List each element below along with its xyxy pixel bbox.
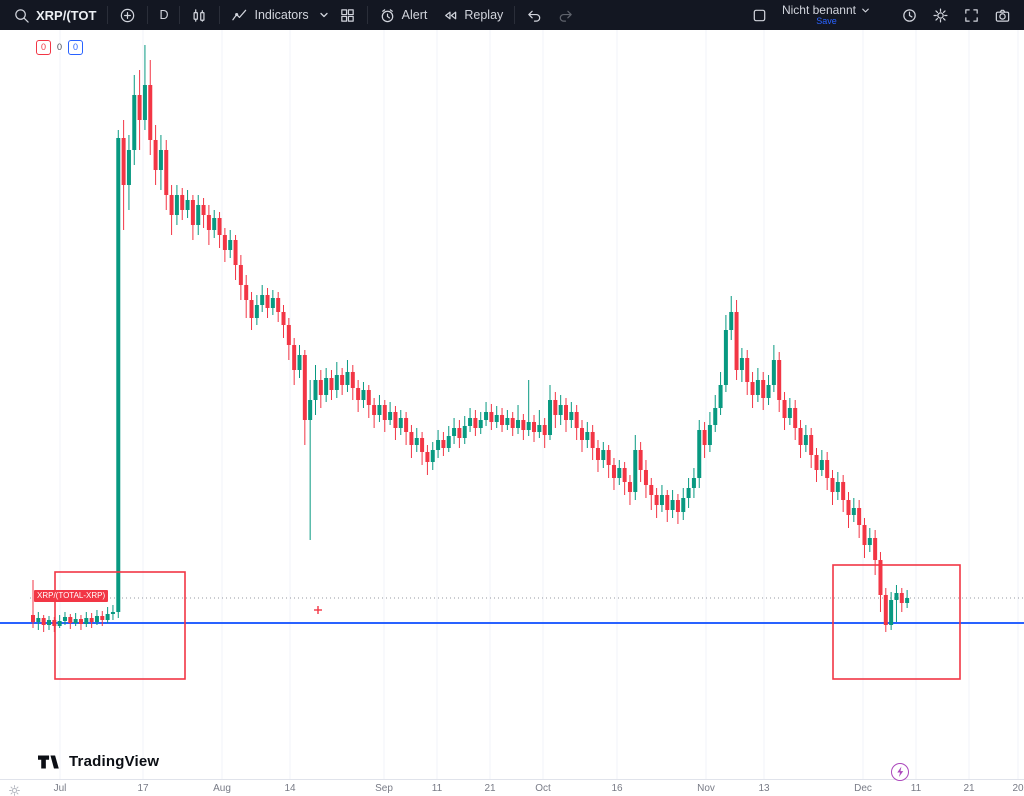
square-icon [753,9,766,21]
time-axis-label: 13 [758,783,770,794]
object-counter-badges: 0 0 0 [36,40,84,55]
replay-label: Replay [464,8,504,22]
redo-button[interactable] [550,2,581,28]
toolbar-divider [107,6,109,24]
indicators-label: Indicators [254,8,309,22]
tradingview-logo[interactable]: TradingView [38,753,159,770]
time-axis-label: 21 [963,783,975,794]
time-axis-label: Aug [213,783,231,794]
gear-icon [933,7,948,23]
tradingview-logo-text: TradingView [69,753,160,770]
toolbar-divider [514,6,516,24]
search-icon [15,8,29,23]
gear-icon [9,785,20,796]
candlestick-icon [193,8,206,22]
save-link[interactable]: Save [816,15,837,26]
chevron-down-icon [862,8,869,13]
settings-button[interactable] [925,2,956,28]
time-axis-label: Oct [535,783,551,794]
time-axis-label: 11 [431,783,443,794]
middle-count: 0 [57,42,63,52]
alarm-clock-icon [381,8,393,22]
clock-icon [903,8,916,22]
symbol-search-button[interactable]: XRP/(TOT [6,2,103,28]
replay-button[interactable]: Replay [434,2,510,28]
time-axis-label: Sep [375,783,393,794]
tradingview-logo-icon [38,755,59,768]
time-axis-label: Jul [53,783,67,794]
chevron-down-icon [320,12,328,18]
lightning-icon [896,766,903,778]
replay-icon [445,11,457,19]
indicators-icon [232,9,247,20]
time-axis-label: 16 [611,783,623,794]
plus-circle-icon [121,8,135,22]
flash-publish-button[interactable] [891,763,909,781]
top-toolbar: XRP/(TOT D Indicators [0,0,1024,30]
undo-icon [528,10,541,22]
time-axis-label: Dec [854,783,872,794]
indicators-dropdown-button[interactable] [316,2,332,28]
camera-icon [995,9,1010,22]
time-axis-label: 21 [484,783,496,794]
grid-layout-icon [340,8,354,22]
alert-label: Alert [401,8,428,22]
fullscreen-icon [965,8,978,22]
time-axis-label: 20 [1012,783,1024,794]
symbol-text: XRP/(TOT [36,7,97,23]
indicator-templates-button[interactable] [332,2,363,28]
info-count-badge[interactable]: 0 [68,40,84,55]
toolbar-divider [179,6,181,24]
toolbar-divider [147,6,149,24]
chart-quick-settings-button[interactable] [8,784,21,796]
fullscreen-button[interactable] [956,2,987,28]
indicators-button[interactable]: Indicators [224,2,315,28]
undo-button[interactable] [519,2,550,28]
chart-type-button[interactable] [184,2,215,28]
error-count-badge[interactable]: 0 [36,40,52,55]
redo-icon [560,10,573,22]
interval-button[interactable]: D [152,2,175,28]
compare-add-symbol-button[interactable] [112,2,143,28]
layout-name: Nicht benannt [781,2,856,17]
symbol-price-label: XRP/(TOTAL-XRP) [34,590,109,602]
layout-name-button[interactable]: Nicht benannt Save [775,2,878,28]
history-button[interactable] [894,2,925,28]
toolbar-divider [219,6,221,24]
time-axis-label: 17 [137,783,149,794]
time-axis[interactable]: Jul 17 Aug 14 Sep 11 21 Oct 16 Nov 13 Dec 11 21 20 [0,779,1024,796]
alert-button[interactable]: Alert [372,2,435,28]
time-axis-label: Nov [697,783,715,794]
time-axis-label: 11 [910,783,922,794]
interval-label: D [159,8,169,22]
screenshot-button[interactable] [987,2,1018,28]
time-axis-label: 14 [284,783,296,794]
toolbar-divider [366,6,368,24]
layout-select-button[interactable] [744,2,775,28]
